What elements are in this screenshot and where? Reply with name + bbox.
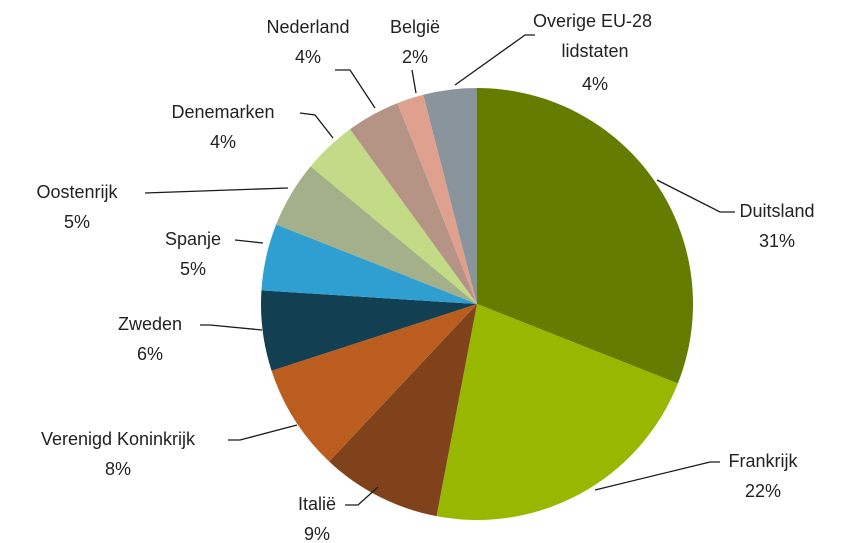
value-label: 22% (745, 481, 781, 501)
pie-slice (423, 88, 477, 304)
leader-line (200, 324, 263, 331)
leader-line (345, 486, 379, 506)
value-label: 6% (137, 344, 163, 364)
value-label: 4% (210, 132, 236, 152)
category-label: Frankrijk (728, 451, 798, 471)
pie-slice (310, 129, 477, 304)
label-line: Overige EU-28 (533, 11, 657, 31)
leader-line (144, 187, 289, 194)
leader-line (656, 179, 735, 213)
leader-line (454, 34, 535, 86)
pie-slice (436, 304, 678, 520)
value-label: 5% (180, 259, 206, 279)
pie-slice (329, 304, 477, 517)
category-label: Spanje (165, 229, 221, 249)
value-label: 9% (304, 524, 330, 543)
label-line: lidstaten (561, 41, 628, 61)
leader-line (411, 69, 417, 94)
category-label: Nederland (266, 17, 349, 37)
leader-line (234, 239, 264, 244)
pie-slice (397, 94, 477, 304)
category-label: Oostenrijk (36, 182, 118, 202)
category-label: Italië (298, 494, 336, 514)
category-label: België (390, 17, 440, 37)
pie-slice (271, 304, 477, 462)
leader-line (594, 461, 720, 491)
pie-slice (261, 290, 477, 371)
category-label: Zweden (118, 314, 182, 334)
leader-line (335, 69, 376, 109)
value-label: 5% (64, 212, 90, 232)
pie-slice (276, 166, 477, 304)
leader-line (228, 424, 298, 441)
pie-slice (477, 88, 694, 384)
value-label: 4% (582, 74, 608, 94)
category-label: Overige EU-28 lidstaten (533, 11, 657, 61)
pie-slice (350, 103, 477, 305)
value-label: 31% (759, 231, 795, 251)
value-label: 8% (105, 459, 131, 479)
category-label: Verenigd Koninkrijk (41, 429, 196, 449)
value-label: 2% (402, 47, 428, 67)
pie-slice (261, 224, 477, 304)
leader-line (299, 112, 334, 139)
category-label: Duitsland (739, 201, 814, 221)
value-label: 4% (295, 47, 321, 67)
category-label: Denemarken (171, 102, 274, 122)
